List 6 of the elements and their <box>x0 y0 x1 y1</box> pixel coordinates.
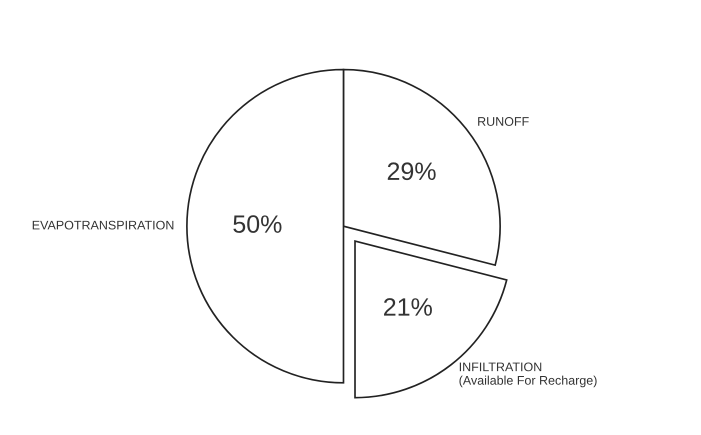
slice-label: RUNOFF <box>478 117 529 126</box>
slice-label: INFILTRATION (Available For Recharge) <box>459 362 597 388</box>
data-label: 50% <box>233 215 282 233</box>
slice-label: EVAPOTRANSPIRATION <box>32 220 174 230</box>
data-label: 21% <box>384 298 432 316</box>
data-label: 29% <box>388 162 436 180</box>
